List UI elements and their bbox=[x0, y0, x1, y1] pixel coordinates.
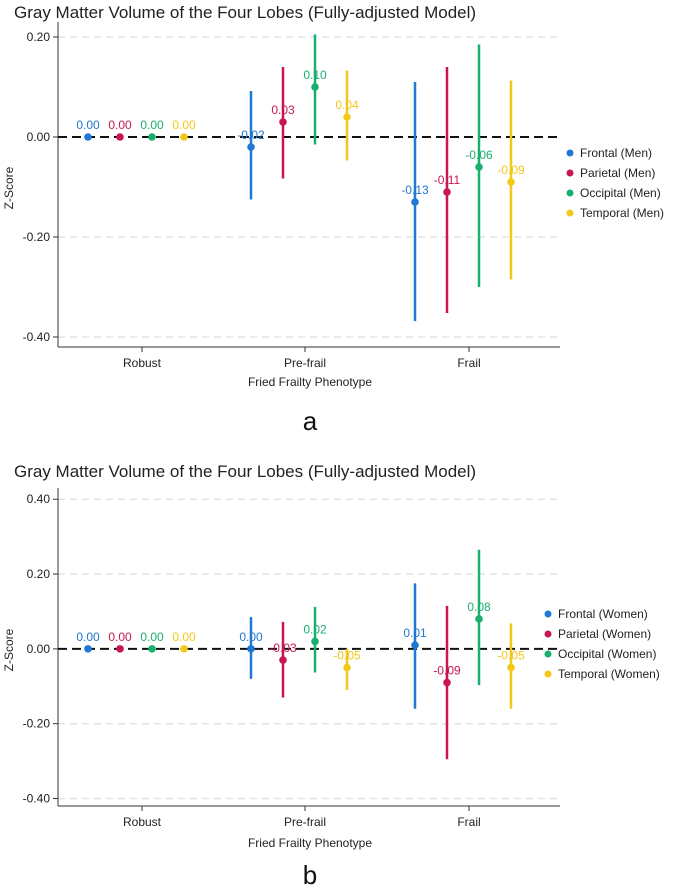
data-label-parietal-b: -0.03 bbox=[269, 641, 297, 655]
data-point-parietal-a bbox=[116, 133, 124, 141]
data-label-parietal-a: 0.03 bbox=[271, 103, 295, 117]
data-label-frontal-a: 0.00 bbox=[76, 118, 100, 132]
data-point-occipital-a bbox=[148, 133, 156, 141]
data-point-occipital-a bbox=[475, 163, 483, 171]
legend-label-occipital-a: Occipital (Men) bbox=[580, 186, 661, 200]
y-tick-label-b: 0.40 bbox=[27, 492, 51, 506]
x-tick-label-b: Frail bbox=[457, 815, 480, 829]
x-axis-label-b: Fried Frailty Phenotype bbox=[248, 836, 372, 850]
data-point-temporal-b bbox=[507, 663, 515, 672]
data-point-parietal-b bbox=[443, 678, 451, 687]
x-tick-label-b: Pre-frail bbox=[284, 815, 326, 829]
x-tick-label-a: Robust bbox=[123, 356, 162, 370]
y-axis-label-a: Z-Score bbox=[2, 166, 16, 209]
legend-marker-frontal-b bbox=[544, 610, 552, 618]
data-label-parietal-a: 0.00 bbox=[108, 118, 132, 132]
legend-label-occipital-b: Occipital (Women) bbox=[558, 647, 656, 661]
data-label-temporal-a: 0.04 bbox=[335, 98, 359, 112]
legend-label-parietal-b: Parietal (Women) bbox=[558, 627, 651, 641]
data-point-occipital-b bbox=[311, 637, 319, 646]
chart-panel-b: Gray Matter Volume of the Four Lobes (Fu… bbox=[2, 462, 660, 888]
data-point-frontal-b bbox=[247, 645, 255, 653]
data-point-parietal-a bbox=[279, 118, 287, 126]
data-label-parietal-b: 0.00 bbox=[108, 630, 132, 644]
data-label-frontal-b: 0.00 bbox=[239, 630, 263, 644]
legend-label-temporal-b: Temporal (Women) bbox=[558, 667, 660, 681]
data-point-frontal-b bbox=[84, 645, 92, 653]
data-point-parietal-b bbox=[116, 645, 124, 653]
y-tick-label-a: -0.20 bbox=[23, 230, 51, 244]
data-point-temporal-a bbox=[507, 178, 515, 186]
legend-label-temporal-a: Temporal (Men) bbox=[580, 206, 664, 220]
y-tick-label-b: -0.20 bbox=[23, 717, 51, 731]
data-point-temporal-a bbox=[180, 133, 188, 141]
data-label-frontal-b: 0.00 bbox=[76, 630, 100, 644]
legend-label-parietal-a: Parietal (Men) bbox=[580, 166, 655, 180]
x-axis-label-a: Fried Frailty Phenotype bbox=[248, 375, 372, 389]
data-point-frontal-a bbox=[411, 198, 419, 206]
legend-marker-temporal-b bbox=[544, 670, 552, 678]
chart-title-b: Gray Matter Volume of the Four Lobes (Fu… bbox=[14, 462, 476, 481]
data-label-temporal-b: 0.00 bbox=[172, 630, 196, 644]
panel-label-b: b bbox=[303, 860, 317, 888]
data-point-frontal-b bbox=[411, 641, 419, 649]
data-label-temporal-a: 0.00 bbox=[172, 118, 196, 132]
data-label-occipital-b: 0.02 bbox=[303, 622, 327, 636]
data-label-frontal-a: -0.02 bbox=[237, 128, 265, 142]
y-tick-label-b: 0.00 bbox=[27, 642, 51, 656]
x-tick-label-a: Frail bbox=[457, 356, 480, 370]
data-point-temporal-b bbox=[180, 645, 188, 653]
legend-marker-occipital-b bbox=[544, 650, 552, 658]
y-tick-label-a: 0.20 bbox=[27, 30, 51, 44]
legend-marker-parietal-a bbox=[566, 169, 574, 177]
data-point-temporal-a bbox=[343, 113, 351, 121]
y-axis-label-b: Z-Score bbox=[2, 628, 16, 671]
chart-panel-a: Gray Matter Volume of the Four Lobes (Fu… bbox=[2, 3, 664, 436]
data-point-occipital-a bbox=[311, 83, 319, 91]
data-label-occipital-a: 0.00 bbox=[140, 118, 164, 132]
y-tick-label-a: 0.00 bbox=[27, 130, 51, 144]
data-label-parietal-a: -0.11 bbox=[434, 173, 461, 187]
data-point-temporal-b bbox=[343, 663, 351, 672]
data-label-temporal-b: -0.05 bbox=[497, 649, 525, 663]
y-tick-label-a: -0.40 bbox=[23, 330, 51, 344]
data-point-parietal-a bbox=[443, 188, 451, 196]
legend-label-frontal-a: Frontal (Men) bbox=[580, 146, 652, 160]
data-label-occipital-a: -0.06 bbox=[465, 148, 493, 162]
data-label-occipital-b: 0.00 bbox=[140, 630, 164, 644]
chart-title-a: Gray Matter Volume of the Four Lobes (Fu… bbox=[14, 3, 476, 22]
x-tick-label-a: Pre-frail bbox=[284, 356, 326, 370]
data-label-temporal-b: -0.05 bbox=[333, 649, 361, 663]
legend-marker-frontal-a bbox=[566, 149, 574, 157]
legend-marker-temporal-a bbox=[566, 209, 574, 217]
data-point-occipital-b bbox=[475, 615, 483, 623]
legend-marker-parietal-b bbox=[544, 630, 552, 638]
data-point-parietal-b bbox=[279, 656, 287, 664]
legend-label-frontal-b: Frontal (Women) bbox=[558, 607, 648, 621]
panel-label-a: a bbox=[303, 406, 318, 436]
data-label-temporal-a: -0.09 bbox=[497, 163, 525, 177]
data-label-occipital-a: 0.10 bbox=[303, 68, 327, 82]
y-tick-label-b: -0.40 bbox=[23, 792, 51, 806]
data-label-frontal-b: 0.01 bbox=[403, 626, 427, 640]
data-point-occipital-b bbox=[148, 645, 156, 653]
legend-marker-occipital-a bbox=[566, 189, 574, 197]
data-label-parietal-b: -0.09 bbox=[433, 664, 461, 678]
x-tick-label-b: Robust bbox=[123, 815, 162, 829]
data-point-frontal-a bbox=[247, 143, 255, 151]
data-point-frontal-a bbox=[84, 133, 92, 141]
data-label-occipital-b: 0.08 bbox=[467, 600, 491, 614]
y-tick-label-b: 0.20 bbox=[27, 567, 51, 581]
data-label-frontal-a: -0.13 bbox=[401, 183, 429, 197]
